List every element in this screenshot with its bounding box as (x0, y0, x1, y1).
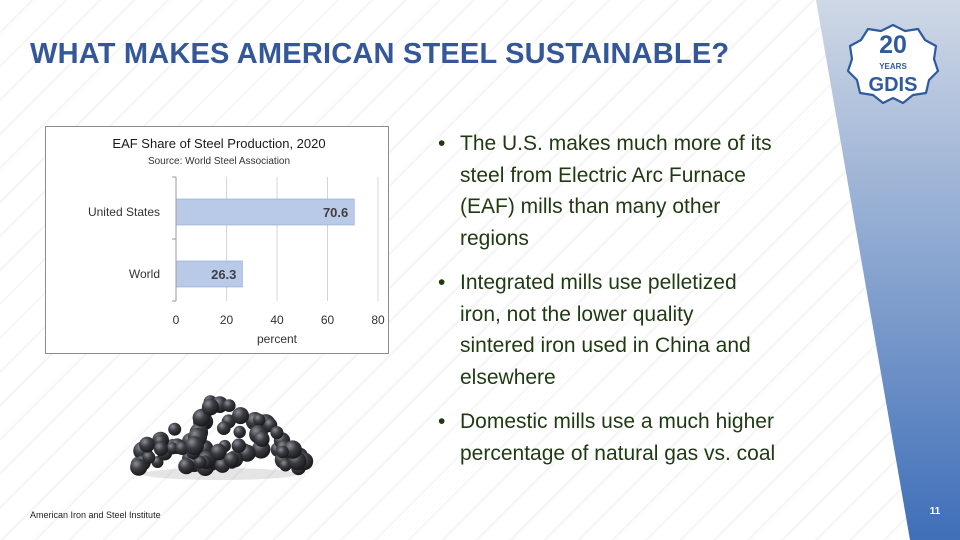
bullet-marker-icon: • (438, 132, 446, 155)
pellet-shape (254, 431, 270, 447)
pellet-shape (201, 398, 219, 416)
bullet-marker-icon: • (438, 410, 446, 433)
bullet-line: The U.S. makes much more of its (460, 132, 772, 155)
chart-x-tick-label: 60 (321, 313, 335, 327)
chart-x-tick-label: 0 (173, 313, 180, 327)
chart-x-tick-label: 40 (270, 313, 284, 327)
pellet-shape (153, 441, 168, 456)
bullet-line: elsewhere (460, 365, 556, 389)
eaf-share-chart: EAF Share of Steel Production, 2020 Sour… (45, 126, 389, 354)
bullet-line: regions (460, 226, 529, 250)
pellet-shape (232, 407, 249, 425)
pellet-shape (217, 421, 231, 435)
pellet-shape (270, 426, 284, 440)
badge-number: 20 (879, 31, 907, 59)
pellet-shape (142, 451, 156, 464)
chart-data-label: 26.3 (211, 267, 236, 282)
pellet-shape (185, 436, 204, 456)
pellet-shape (166, 442, 179, 455)
pellet-shape (178, 458, 195, 475)
pellet-shape (193, 455, 207, 469)
bullet-item: • Integrated mills use pelletized iron, … (438, 267, 818, 393)
chart-title: EAF Share of Steel Production, 2020 (112, 136, 325, 151)
bullet-line: Integrated mills use pelletized (460, 271, 737, 294)
pellet-shape (222, 399, 236, 412)
bullet-item: • The U.S. makes much more of its steel … (438, 128, 818, 254)
chart-category-label: World (129, 267, 160, 281)
bullet-list: • The U.S. makes much more of its steel … (438, 128, 818, 469)
chart-x-tick-label: 20 (220, 313, 234, 327)
iron-pellets-image (130, 395, 314, 480)
chart-x-axis-label: percent (257, 332, 298, 346)
pellet-shape (224, 452, 239, 467)
bullet-line: percentage of natural gas vs. coal (460, 441, 776, 465)
pellet-shape (130, 458, 148, 476)
chart-data-label: 70.6 (323, 205, 348, 220)
pellet-shape (253, 413, 266, 426)
chart-x-tick-label: 80 (371, 313, 385, 327)
badge-years: YEARS (879, 62, 907, 71)
slide-title: WHAT MAKES AMERICAN STEEL SUSTAINABLE? (30, 38, 730, 70)
bullet-line: (EAF) mills than many other (460, 195, 721, 218)
bullet-item: • Domestic mills use a much higher perce… (438, 406, 818, 469)
footer-source: American Iron and Steel Institute (30, 510, 161, 520)
bullet-line: iron, not the lower quality (460, 302, 694, 326)
page-number: 11 (929, 506, 941, 517)
pellet-shape (210, 443, 227, 461)
chart-bar (175, 198, 355, 226)
pellet-shape (139, 436, 155, 453)
bullet-line: steel from Electric Arc Furnace (460, 163, 746, 187)
chart-subtitle: Source: World Steel Association (148, 156, 290, 167)
bullet-marker-icon: • (438, 271, 446, 294)
gdis-20-years-badge-icon: 20 YEARS GDIS (846, 23, 940, 105)
bullet-line: Domestic mills use a much higher (460, 410, 774, 433)
badge-name: GDIS (869, 74, 918, 96)
bullet-line: sintered iron used in China and (460, 334, 751, 357)
pellet-shape (231, 438, 246, 453)
chart-category-label: United States (88, 205, 160, 219)
pellet-shape (168, 422, 182, 436)
chart-bar (175, 260, 243, 288)
chart-canvas: EAF Share of Steel Production, 2020 Sour… (88, 136, 385, 346)
pellet-shape (276, 445, 289, 459)
pellet-shape (233, 425, 246, 439)
